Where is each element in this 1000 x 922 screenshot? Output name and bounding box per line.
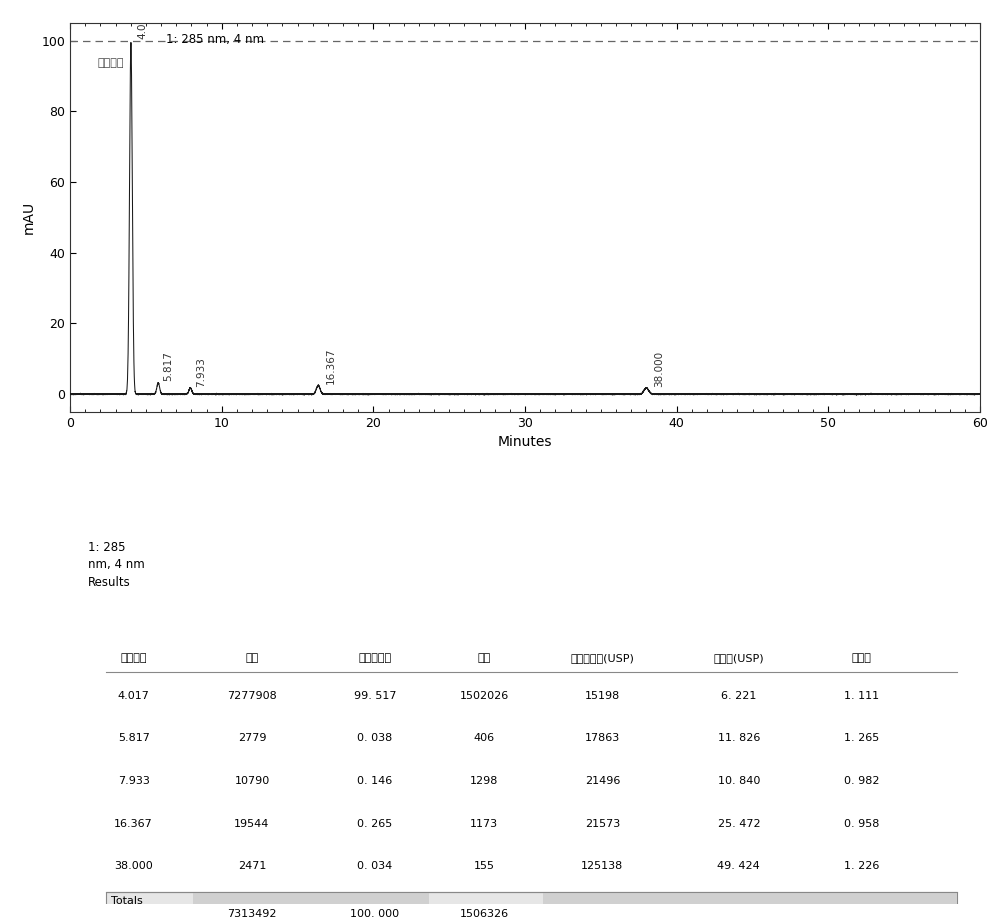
Text: 21496: 21496 <box>585 776 620 786</box>
Text: 17863: 17863 <box>585 733 620 743</box>
Bar <box>313 892 429 922</box>
Text: 25. 472: 25. 472 <box>718 819 760 829</box>
Text: 7.933: 7.933 <box>196 357 206 386</box>
Y-axis label: mAU: mAU <box>22 201 36 234</box>
Text: 不对称: 不对称 <box>852 653 872 663</box>
Text: 155: 155 <box>474 861 495 871</box>
Text: 1298: 1298 <box>470 776 498 786</box>
Text: 面积百分比: 面积百分比 <box>358 653 391 663</box>
Text: 1173: 1173 <box>470 819 498 829</box>
Text: 38.000: 38.000 <box>114 861 153 871</box>
Text: 125138: 125138 <box>581 861 623 871</box>
Text: 理论塔板数(USP): 理论塔板数(USP) <box>570 653 634 663</box>
Text: 5.817: 5.817 <box>164 351 174 381</box>
Text: 0. 034: 0. 034 <box>357 861 392 871</box>
Bar <box>671 892 800 922</box>
Text: 16.367: 16.367 <box>326 348 336 384</box>
Text: 10. 840: 10. 840 <box>718 776 760 786</box>
Text: 5.817: 5.817 <box>118 733 150 743</box>
Bar <box>543 892 671 922</box>
Text: 面积: 面积 <box>245 653 259 663</box>
Text: 11. 826: 11. 826 <box>718 733 760 743</box>
Text: 保留时间: 保留时间 <box>120 653 147 663</box>
Text: 6. 221: 6. 221 <box>721 691 757 701</box>
Text: 分离度(USP): 分离度(USP) <box>714 653 764 663</box>
Text: 15198: 15198 <box>585 691 620 701</box>
Text: 1. 265: 1. 265 <box>844 733 879 743</box>
Text: 10790: 10790 <box>234 776 270 786</box>
X-axis label: Minutes: Minutes <box>498 435 552 449</box>
Text: 0. 982: 0. 982 <box>844 776 879 786</box>
Text: 0. 146: 0. 146 <box>357 776 392 786</box>
Text: 1: 285
nm, 4 nm
Results: 1: 285 nm, 4 nm Results <box>88 540 145 588</box>
Text: 2471: 2471 <box>238 861 266 871</box>
Text: 406: 406 <box>473 733 495 743</box>
Text: 100. 000: 100. 000 <box>350 909 399 918</box>
Text: 1506326: 1506326 <box>459 909 509 918</box>
Text: 16.367: 16.367 <box>114 819 153 829</box>
Text: 2779: 2779 <box>238 733 266 743</box>
Text: 7313492: 7313492 <box>227 909 277 918</box>
Text: 4.017: 4.017 <box>118 691 150 701</box>
Text: 21573: 21573 <box>585 819 620 829</box>
Text: 7.933: 7.933 <box>118 776 150 786</box>
Text: 49. 424: 49. 424 <box>717 861 760 871</box>
Text: 4.0: 4.0 <box>137 22 147 39</box>
Text: 0. 038: 0. 038 <box>357 733 392 743</box>
Text: 1502026: 1502026 <box>459 691 509 701</box>
Text: 1. 226: 1. 226 <box>844 861 879 871</box>
Text: 1. 111: 1. 111 <box>844 691 879 701</box>
Text: 1: 285 nm, 4 nm: 1: 285 nm, 4 nm <box>166 33 264 46</box>
Text: 99. 517: 99. 517 <box>354 691 396 701</box>
Text: 保留时间: 保留时间 <box>97 58 124 68</box>
Bar <box>193 892 313 922</box>
Text: 0. 958: 0. 958 <box>844 819 879 829</box>
Bar <box>106 892 957 922</box>
Text: 19544: 19544 <box>234 819 270 829</box>
Text: Totals: Totals <box>111 896 143 906</box>
Text: 峰高: 峰高 <box>477 653 491 663</box>
Text: 38.000: 38.000 <box>654 350 664 386</box>
Text: 0. 265: 0. 265 <box>357 819 392 829</box>
Bar <box>800 892 957 922</box>
Text: 7277908: 7277908 <box>227 691 277 701</box>
